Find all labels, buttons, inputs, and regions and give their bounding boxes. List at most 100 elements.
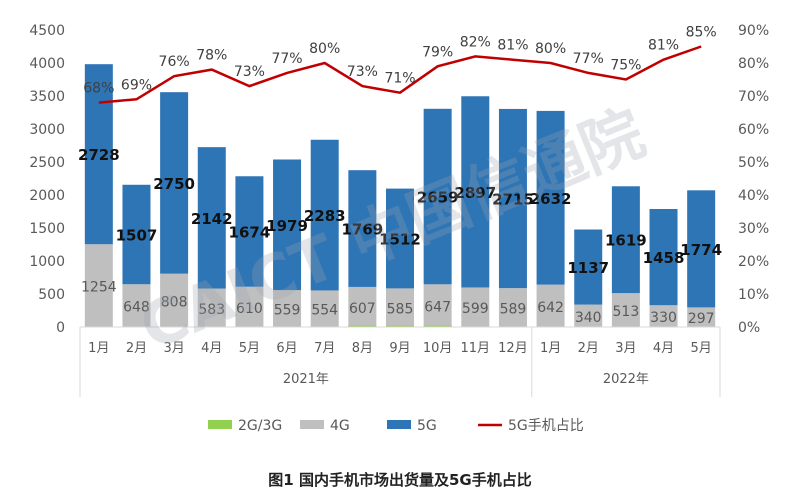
y-left-tick-label: 3500 xyxy=(29,89,65,105)
bar-5g xyxy=(386,188,414,289)
bar-4g xyxy=(348,286,377,327)
data-label-4g: 297 xyxy=(688,311,715,327)
bar-4g xyxy=(310,290,339,327)
bar-5g xyxy=(348,170,377,287)
data-label-5g-share: 78% xyxy=(196,48,227,64)
data-label-5g-share: 73% xyxy=(347,64,378,80)
data-label-5g-share: 81% xyxy=(648,38,679,54)
bar-5g xyxy=(273,159,302,291)
data-label-5g: 2750 xyxy=(153,175,195,193)
y-left-tick-label: 2500 xyxy=(29,155,65,171)
x-tick-label: 3月 xyxy=(615,341,636,356)
data-label-4g: 559 xyxy=(274,303,301,319)
y-left-tick-label: 4500 xyxy=(29,23,65,39)
data-label-5g-share: 85% xyxy=(686,25,717,41)
bar-4g xyxy=(611,293,640,327)
data-label-5g: 1619 xyxy=(605,232,647,250)
data-label-5g-share: 75% xyxy=(610,58,641,74)
data-label-5g: 1512 xyxy=(379,230,421,248)
y-right-tick-label: 30% xyxy=(738,221,769,237)
bar-4g xyxy=(122,284,151,327)
bar-4g xyxy=(649,305,678,327)
legend-swatch xyxy=(387,420,411,429)
x-tick-label: 10月 xyxy=(423,341,453,356)
line-5g-share xyxy=(98,45,702,104)
y-right-tick-label: 0% xyxy=(738,320,760,336)
data-label-5g-share: 73% xyxy=(234,64,265,80)
data-label-5g-share: 68% xyxy=(83,81,114,97)
y-right-tick-label: 70% xyxy=(738,89,769,105)
bar-4g xyxy=(273,290,302,327)
data-label-5g: 2632 xyxy=(530,190,572,208)
legend-label: 2G/3G xyxy=(238,418,282,434)
y-left-tick-label: 500 xyxy=(38,287,65,303)
data-label-5g-share: 81% xyxy=(497,38,528,54)
bar-4g xyxy=(498,288,527,327)
bar-4g xyxy=(687,307,716,327)
data-label-5g-share: 77% xyxy=(573,51,604,67)
legend-label: 4G xyxy=(330,418,350,434)
data-label-4g: 648 xyxy=(123,300,150,316)
x-tick-label: 7月 xyxy=(314,341,335,356)
bar-5g xyxy=(611,186,640,294)
data-label-5g: 2715 xyxy=(492,191,534,209)
data-label-4g: 583 xyxy=(198,302,225,318)
data-label-5g: 2897 xyxy=(454,184,496,202)
figure-caption: 图1 国内手机市场出货量及5G手机占比 xyxy=(0,462,800,503)
x-tick-label: 1月 xyxy=(88,341,109,356)
bar-4g xyxy=(461,287,490,327)
data-label-4g: 554 xyxy=(311,303,338,319)
data-label-5g-share: 76% xyxy=(159,54,190,70)
data-label-4g: 1254 xyxy=(81,280,117,296)
bar-5g xyxy=(574,229,603,305)
x-tick-label: 11月 xyxy=(461,341,491,356)
bar-5g xyxy=(310,139,339,291)
chart-card: 0 500 1000 1500 2000 2500 3000 3500 4000 4500 0% 10… xyxy=(29,23,770,434)
data-label-4g: 808 xyxy=(161,294,188,310)
x-tick-label: 9月 xyxy=(389,341,410,356)
data-label-4g: 513 xyxy=(613,304,640,320)
data-label-4g: 599 xyxy=(462,301,489,317)
data-label-5g-share: 69% xyxy=(121,77,152,93)
data-label-4g: 647 xyxy=(424,300,451,316)
data-label-5g: 1674 xyxy=(229,223,271,241)
data-label-5g: 2728 xyxy=(78,146,120,164)
data-label-4g: 642 xyxy=(537,300,564,316)
bar-4g xyxy=(197,288,226,327)
data-label-5g-share: 77% xyxy=(271,51,302,67)
data-label-5g: 1137 xyxy=(567,259,609,277)
bar-2g3g xyxy=(386,325,414,327)
bar-4g xyxy=(574,304,603,327)
bar-5g xyxy=(235,176,264,287)
legend-swatch xyxy=(300,420,324,429)
data-label-5g-share: 80% xyxy=(309,41,340,57)
data-label-5g: 1979 xyxy=(266,217,308,235)
data-label-4g: 589 xyxy=(500,302,527,318)
x-tick-label: 4月 xyxy=(653,341,674,356)
data-label-5g: 1507 xyxy=(116,227,158,245)
y-right-tick-label: 90% xyxy=(738,23,769,39)
bar-5g xyxy=(461,96,490,288)
bar-5g xyxy=(423,108,452,285)
bar-4g xyxy=(423,284,452,327)
x-tick-label: 8月 xyxy=(352,341,373,356)
x-tick-label: 5月 xyxy=(239,341,260,356)
bar-2g3g xyxy=(348,325,377,327)
data-label-4g: 340 xyxy=(575,310,602,326)
x-group-label: 2021年 xyxy=(283,372,329,387)
y-left-tick-label: 2000 xyxy=(29,188,65,204)
bar-4g xyxy=(235,286,264,327)
bar-5g xyxy=(84,64,113,245)
shipment-chart: 0 500 1000 1500 2000 2500 3000 3500 4000 4500 0% 10… xyxy=(29,23,769,434)
x-tick-label: 2月 xyxy=(126,341,147,356)
data-label-4g: 607 xyxy=(349,301,376,317)
bar-4g xyxy=(536,284,565,327)
data-label-5g-share: 79% xyxy=(422,44,453,60)
data-label-5g: 1774 xyxy=(680,241,722,259)
data-label-4g: 585 xyxy=(387,302,414,318)
x-tick-label: 5月 xyxy=(691,341,712,356)
data-label-4g: 330 xyxy=(650,310,677,326)
x-tick-label: 4月 xyxy=(201,341,222,356)
x-group-label: 2022年 xyxy=(603,372,649,387)
x-tick-label: 1月 xyxy=(540,341,561,356)
